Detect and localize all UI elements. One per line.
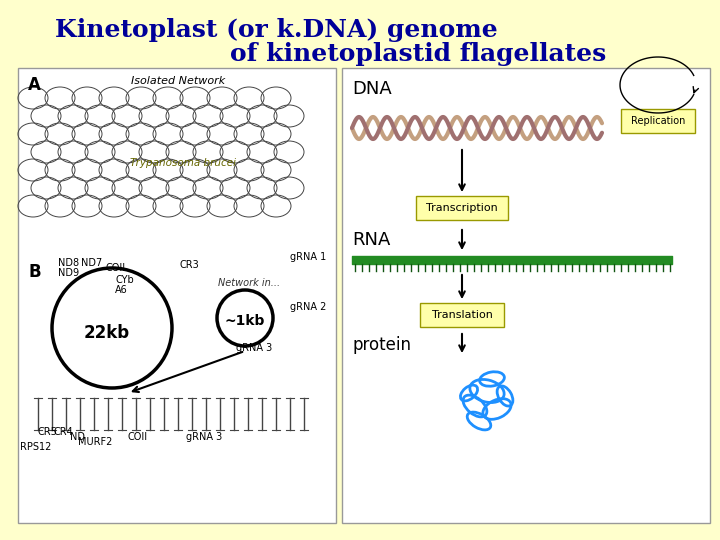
Text: ND8: ND8 (58, 258, 79, 268)
Text: ND: ND (70, 432, 85, 442)
Text: Transcription: Transcription (426, 203, 498, 213)
Text: COII: COII (105, 263, 125, 273)
Text: gRNA 3: gRNA 3 (236, 343, 272, 353)
Bar (18, 68, 336, 523)
Text: A6: A6 (115, 285, 127, 295)
FancyBboxPatch shape (621, 109, 695, 133)
Text: gRNA 2: gRNA 2 (290, 302, 326, 312)
Text: CR5: CR5 (38, 427, 58, 437)
Text: CR4: CR4 (54, 427, 73, 437)
Text: COII: COII (128, 432, 148, 442)
Text: gRNA 3: gRNA 3 (186, 432, 222, 442)
Text: Replication: Replication (631, 116, 685, 126)
Text: Trypanosoma brucei: Trypanosoma brucei (130, 158, 236, 168)
Text: MURF2: MURF2 (78, 437, 112, 447)
Text: Translation: Translation (431, 310, 492, 320)
Text: 22kb: 22kb (84, 324, 130, 342)
Text: ~1kb: ~1kb (225, 314, 265, 328)
FancyBboxPatch shape (420, 303, 504, 327)
Text: CYb: CYb (115, 275, 134, 285)
Text: protein: protein (352, 336, 411, 354)
Text: DNA: DNA (352, 80, 392, 98)
Bar (342, 68, 710, 523)
Text: B: B (28, 263, 40, 281)
Text: ND9: ND9 (58, 268, 79, 278)
Text: RNA: RNA (352, 231, 390, 249)
Text: gRNA 1: gRNA 1 (290, 252, 326, 262)
Text: Kinetoplast (or k.DNA) genome: Kinetoplast (or k.DNA) genome (55, 18, 498, 42)
Text: A: A (28, 76, 41, 94)
Text: Isolated Network: Isolated Network (131, 76, 225, 86)
Text: CR3: CR3 (180, 260, 199, 270)
Text: of kinetoplastid flagellates: of kinetoplastid flagellates (230, 42, 606, 66)
FancyBboxPatch shape (416, 196, 508, 220)
Text: RPS12: RPS12 (20, 442, 51, 452)
Text: ND7: ND7 (81, 258, 102, 268)
Text: Network in...: Network in... (218, 278, 280, 288)
